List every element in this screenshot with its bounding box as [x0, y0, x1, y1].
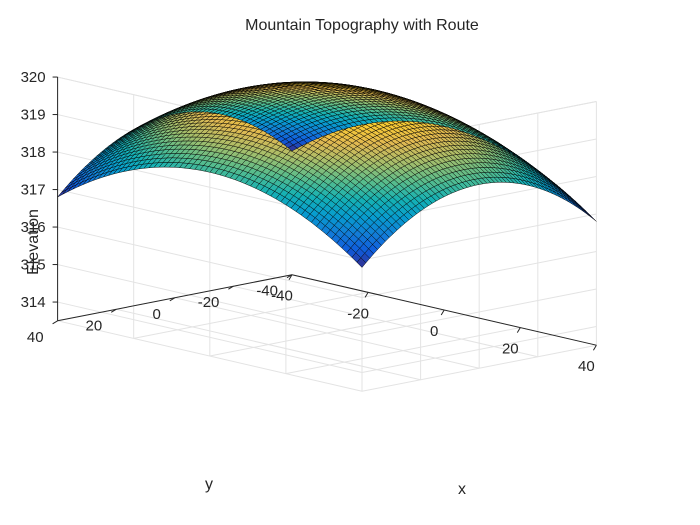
surface-mesh — [57, 81, 597, 268]
y-tick-mark — [228, 285, 234, 290]
x-tick-mark — [364, 292, 369, 298]
y-tick-label: 0 — [152, 306, 160, 323]
y-tick-label: -20 — [198, 294, 220, 311]
gridline — [116, 308, 421, 381]
y-tick-label: -40 — [256, 283, 278, 300]
x-tick-label: -20 — [347, 305, 369, 322]
x-tick-mark — [516, 327, 521, 333]
z-tick-label: 320 — [21, 69, 46, 86]
y-axis-label: y — [205, 476, 213, 493]
z-tick-label: 317 — [21, 182, 46, 199]
chart-title: Mountain Topography with Route — [245, 17, 479, 34]
x-tick-label: 0 — [430, 323, 438, 340]
y-tick-label: 20 — [86, 317, 103, 334]
z-tick-label: 315 — [21, 257, 46, 274]
x-tick-mark — [440, 309, 445, 316]
tick-labels: -40 -20 0 20 40 -40 -20 0 20 40 314 315 316 317 318 319… — [21, 69, 595, 375]
z-axis-label: Elevation — [25, 209, 42, 275]
z-tick-label: 314 — [21, 294, 46, 311]
x-axis-label: x — [458, 481, 466, 498]
x-tick-label: 40 — [578, 358, 595, 375]
gridline — [233, 285, 538, 358]
z-tick-label: 319 — [21, 107, 46, 124]
x-tick-label: -40 — [271, 288, 293, 305]
axis-lines — [52, 76, 597, 351]
y-tick-mark — [286, 274, 293, 279]
y-tick-mark — [110, 308, 117, 313]
y-tick-label: 40 — [27, 329, 44, 346]
z-tick-label: 318 — [21, 144, 46, 161]
gridline — [174, 297, 480, 369]
x-tick-mark — [592, 344, 597, 351]
y-tick-mark — [52, 320, 58, 325]
y-tick-mark — [169, 297, 176, 302]
surface-face — [287, 144, 298, 152]
z-tick-label: 316 — [21, 219, 46, 236]
gridline — [57, 320, 363, 392]
x-tick-label: 20 — [502, 341, 519, 358]
